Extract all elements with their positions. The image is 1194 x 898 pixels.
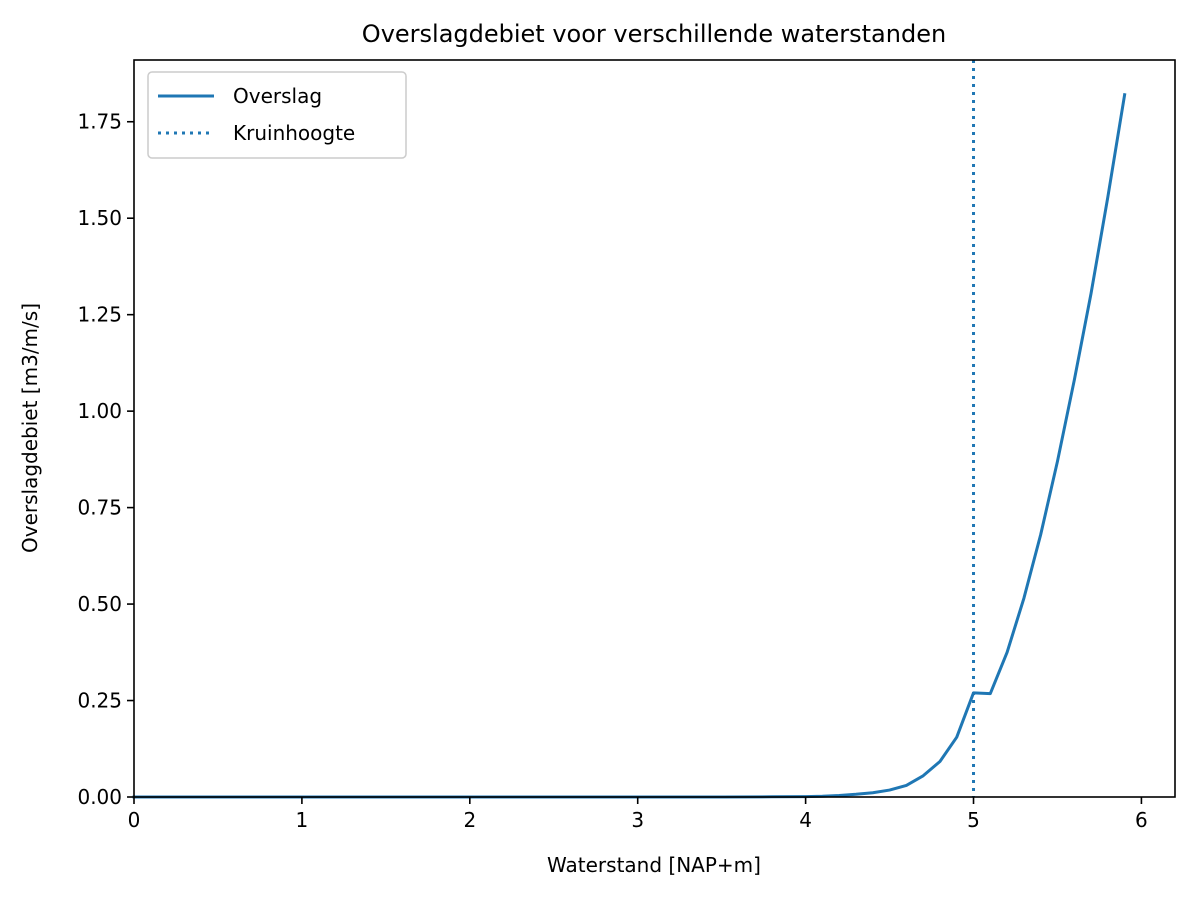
y-tick-label: 0.75	[77, 496, 122, 520]
x-tick-label: 1	[296, 808, 309, 832]
legend: Overslag Kruinhoogte	[147, 71, 407, 159]
y-tick-label: 1.50	[77, 206, 122, 230]
x-tick-label: 0	[128, 808, 141, 832]
legend-label-kruinhoogte: Kruinhoogte	[233, 121, 355, 145]
x-tick-label: 4	[799, 808, 812, 832]
y-axis-title: Overslagdebiet [m3/m/s]	[18, 303, 42, 553]
y-tick-label: 1.75	[77, 110, 122, 134]
chart-title: Overslagdebiet voor verschillende waters…	[362, 20, 946, 48]
y-tick-label: 1.25	[77, 303, 122, 327]
y-tick-label: 1.00	[77, 399, 122, 423]
y-tick-label: 0.50	[77, 592, 122, 616]
x-axis-title: Waterstand [NAP+m]	[547, 853, 761, 877]
plot-area	[132, 60, 1127, 799]
x-tick-label: 2	[463, 808, 476, 832]
legend-box	[147, 71, 407, 159]
x-tick-label: 3	[631, 808, 644, 832]
x-tick-label: 5	[967, 808, 980, 832]
y-tick-label: 0.00	[77, 785, 122, 809]
axes: 0 1 2 3 4 5 6 0.00 0.25 0.50 0.75 1.00 1.25 1.50 1.75	[77, 59, 1176, 832]
x-tick-label: 6	[1135, 808, 1148, 832]
series-line-overslag	[132, 93, 1127, 799]
plot-frame	[133, 59, 1176, 798]
y-tick-label: 0.25	[77, 689, 122, 713]
legend-label-overslag: Overslag	[233, 84, 322, 108]
